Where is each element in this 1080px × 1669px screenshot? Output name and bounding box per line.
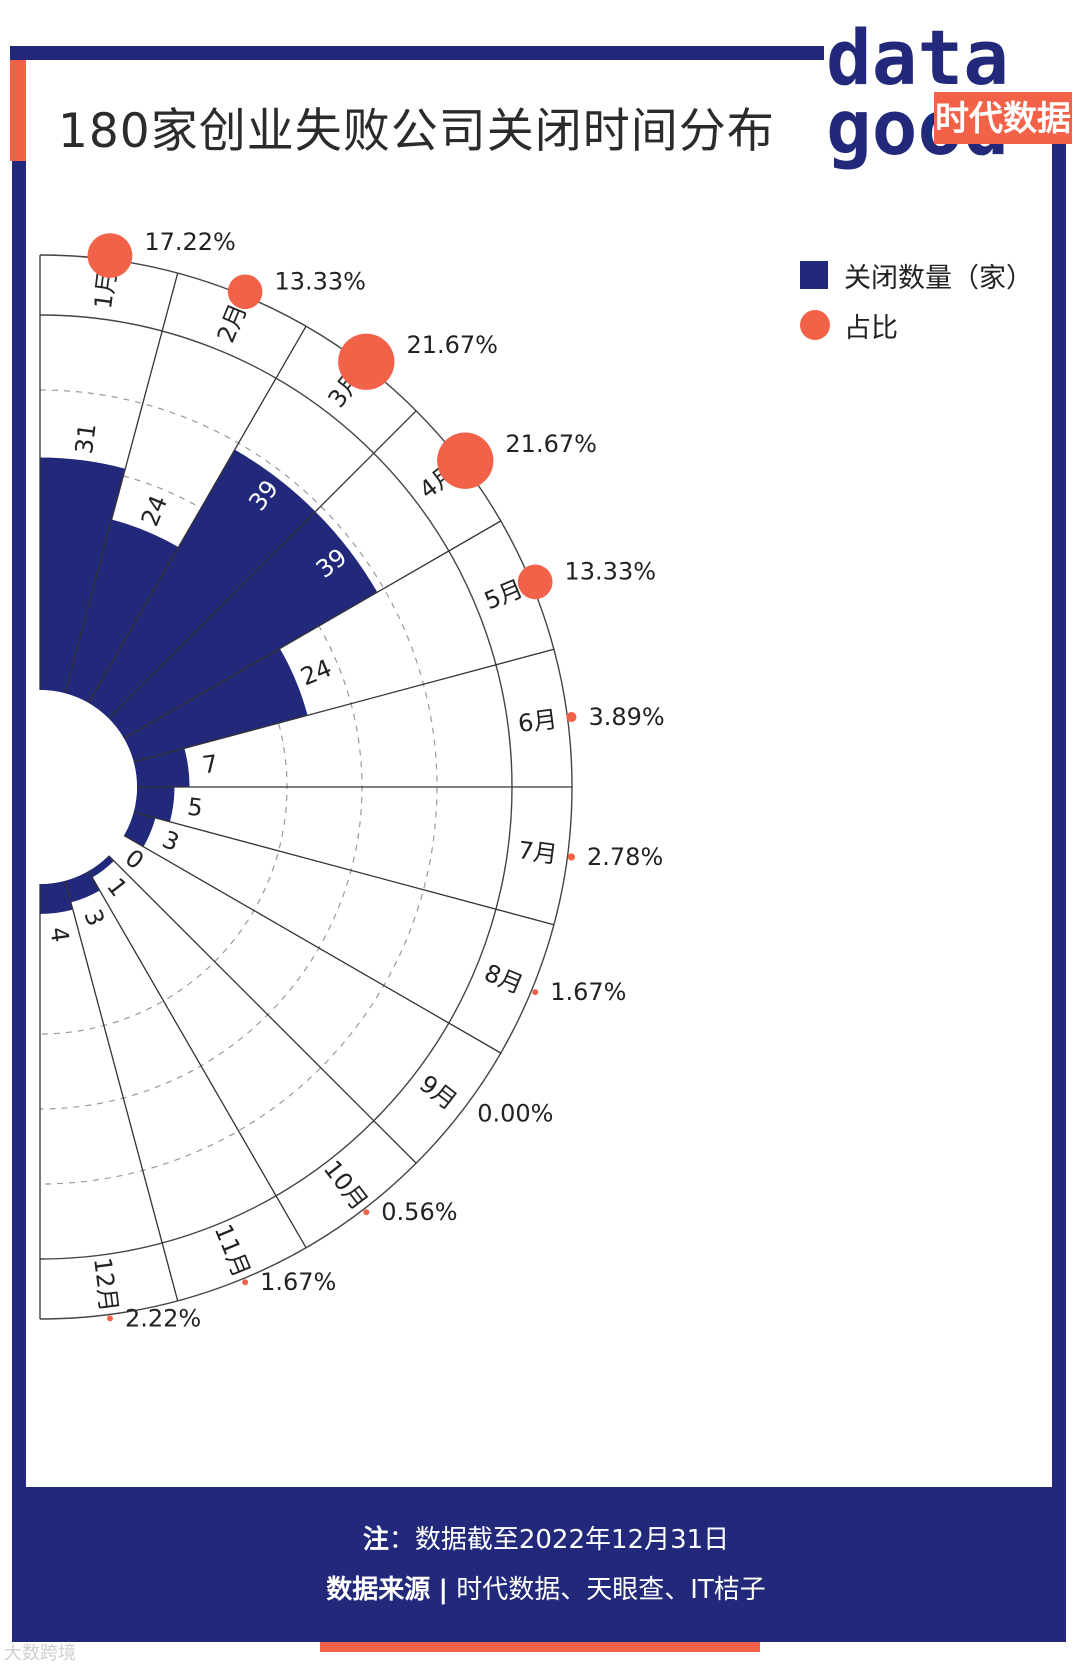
footer-source: 数据来源 | 时代数据、天眼查、IT桔子 [26, 1569, 1066, 1606]
bar-4 [108, 511, 378, 739]
share-label-8: 1.67% [550, 978, 626, 1006]
share-label-3: 21.67% [406, 331, 498, 359]
chart-title: 180家创业失败公司关闭时间分布 [58, 104, 775, 159]
divider-9 [108, 855, 417, 1164]
logo-top: data [826, 14, 1009, 102]
bar-1 [40, 457, 126, 694]
divider-11 [64, 880, 179, 1302]
bar-5 [124, 648, 308, 762]
divider-3 [108, 410, 417, 719]
count-label-11: 3 [78, 905, 110, 930]
legend-item-share: 占比 [800, 306, 1033, 344]
divider-5 [133, 648, 555, 763]
share-dot-1 [87, 233, 133, 278]
footer: 注：数据截至2022年12月31日 数据来源 | 时代数据、天眼查、IT桔子 [26, 1487, 1066, 1642]
share-dot-10 [363, 1209, 370, 1216]
count-label-8: 3 [158, 825, 183, 857]
frame-right-bar [1052, 140, 1066, 1642]
share-dot-11 [242, 1279, 249, 1286]
grid-circle-40 [39, 389, 438, 1185]
datagood-logo: data good 时代数据 [826, 14, 1072, 170]
frame-top-bar [10, 46, 824, 60]
frame-accent-bottom [320, 1640, 760, 1652]
share-dot-4 [437, 432, 494, 489]
month-label-9: 9月 [414, 1070, 462, 1116]
count-label-7: 5 [186, 793, 205, 823]
legend-swatch-share [800, 310, 830, 340]
month-label-6: 6月 [516, 705, 559, 738]
bar-3 [88, 449, 316, 719]
share-label-11: 1.67% [260, 1268, 336, 1296]
source-separator: | [438, 1575, 448, 1605]
legend-label-count: 关闭数量（家） [844, 262, 1033, 294]
logo-brand: 时代数据 [935, 99, 1071, 139]
divider-1 [64, 272, 179, 694]
count-label-1: 31 [70, 422, 102, 456]
count-label-12: 4 [45, 925, 75, 944]
count-label-5: 24 [297, 654, 336, 692]
share-dot-5 [517, 564, 553, 600]
divider-2 [87, 325, 307, 704]
frame-left-bar [12, 161, 26, 1642]
bar-7 [133, 787, 175, 822]
share-label-2: 13.33% [274, 267, 366, 295]
share-dot-8 [532, 989, 539, 996]
source-text: 时代数据、天眼查、IT桔子 [456, 1575, 766, 1605]
count-label-10: 1 [101, 873, 133, 902]
bar-2 [65, 519, 179, 703]
watermark-text: 大数跨境 [4, 1643, 76, 1664]
share-label-1: 17.22% [144, 228, 236, 256]
divider-7 [133, 811, 555, 926]
logo-brand-box [934, 92, 1072, 144]
month-label-10: 10月 [318, 1155, 373, 1215]
share-label-9: 0.00% [477, 1099, 553, 1127]
bar-10 [88, 855, 114, 878]
legend-swatch-count [800, 261, 828, 289]
legend-label-share: 占比 [844, 312, 898, 344]
legend: 关闭数量（家） 占比 [800, 256, 1033, 356]
frame-accent-left [10, 46, 26, 161]
bar-6 [133, 748, 190, 787]
divider-4 [123, 520, 502, 740]
footer-note: 注：数据截至2022年12月31日 [26, 1519, 1066, 1556]
share-dot-3 [338, 333, 395, 390]
share-dot-7 [567, 853, 576, 861]
count-label-6: 7 [201, 750, 220, 780]
share-label-5: 13.33% [565, 557, 657, 585]
share-label-7: 2.78% [587, 843, 663, 871]
share-label-6: 3.89% [588, 703, 664, 731]
share-label-10: 0.56% [381, 1198, 457, 1226]
source-label: 数据来源 [326, 1575, 431, 1605]
month-label-12: 12月 [88, 1256, 123, 1314]
bar-12 [40, 880, 73, 914]
legend-item-count: 关闭数量（家） [800, 256, 1033, 294]
share-dot-2 [227, 274, 263, 310]
count-label-2: 24 [136, 491, 174, 530]
share-label-4: 21.67% [505, 430, 597, 458]
month-label-7: 7月 [516, 836, 559, 869]
note-label: 注 [362, 1525, 389, 1555]
share-dot-12 [106, 1315, 113, 1322]
share-dot-6 [566, 711, 577, 723]
divider-10 [87, 870, 307, 1249]
bar-8 [124, 812, 156, 847]
share-label-12: 2.22% [125, 1304, 201, 1332]
note-text: ：数据截至2022年12月31日 [388, 1525, 730, 1555]
bar-11 [65, 871, 100, 903]
month-label-11: 11月 [209, 1220, 256, 1281]
month-label-8: 8月 [480, 959, 527, 1000]
center-hole [40, 690, 137, 884]
divider-8 [123, 834, 502, 1054]
